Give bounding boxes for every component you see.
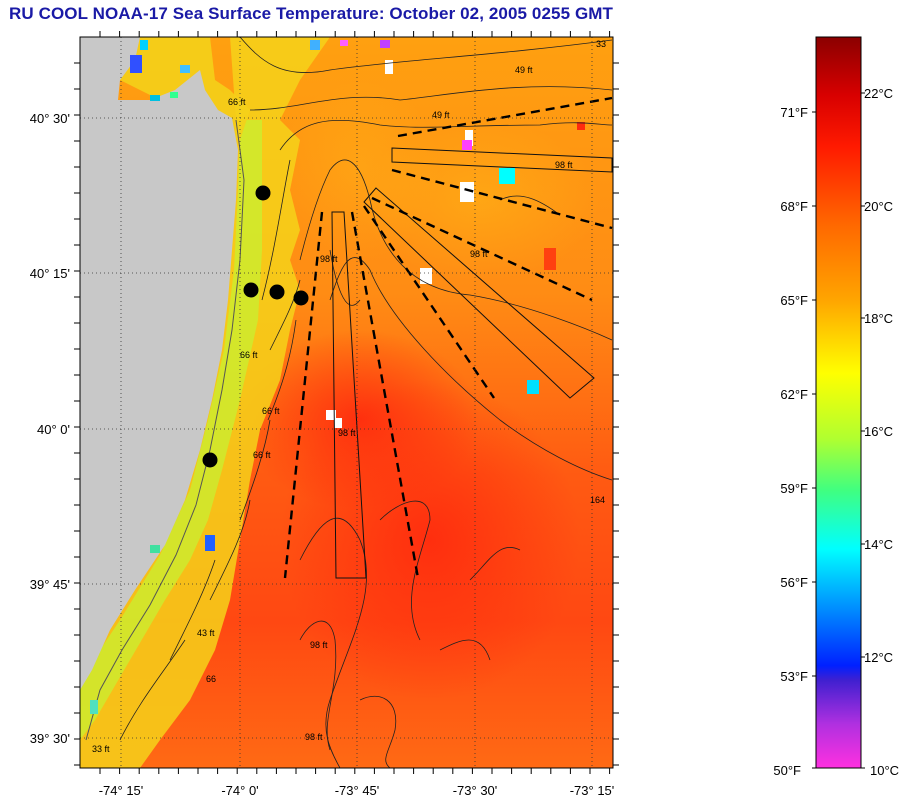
survey-lines	[331, 147, 613, 579]
contour-depth-label: 66 ft	[253, 450, 271, 460]
contour-depth-label: 98 ft	[305, 732, 323, 742]
latitude-labels: 40° 30' 40° 15' 40° 0' 39° 45' 39° 30'	[30, 111, 70, 746]
bathymetry-contours	[119, 37, 613, 768]
lat-tick-label: 39° 45'	[30, 577, 70, 592]
contour-depth-label: 98 ft	[338, 428, 356, 438]
contour-labels: 33 49 ft 66 ft 49 ft 98 ft 98 ft 98 ft 66 ft 66 …	[92, 39, 606, 754]
lat-tick-label: 39° 30'	[30, 731, 70, 746]
colorbar-c-label: 12°C	[864, 650, 893, 665]
colorbar: 71°F 68°F 65°F 62°F 59°F 56°F 53°F 50°F …	[773, 36, 899, 778]
lon-tick-label: -74° 15'	[99, 783, 144, 798]
contour-depth-label: 43 ft	[197, 628, 215, 638]
map-frame	[79, 36, 614, 769]
colorbar-c-label: 14°C	[864, 537, 893, 552]
contour-depth-label: 66 ft	[240, 350, 258, 360]
colorbar-f-label: 68°F	[780, 199, 808, 214]
colorbar-f-label: 65°F	[780, 293, 808, 308]
colorbar-c-label: 10°C	[870, 763, 899, 778]
colorbar-c-label: 22°C	[864, 86, 893, 101]
contour-depth-label: 49 ft	[432, 110, 450, 120]
contour-depth-label: 98 ft	[310, 640, 328, 650]
colorbar-f-label: 59°F	[780, 481, 808, 496]
lat-tick-label: 40° 30'	[30, 111, 70, 126]
colorbar-gradient	[815, 36, 862, 769]
lon-tick-label: -73° 45'	[335, 783, 380, 798]
colorbar-c-label: 18°C	[864, 311, 893, 326]
map-plot-area: 33 49 ft 66 ft 49 ft 98 ft 98 ft 98 ft 66 ft 66 …	[80, 37, 613, 768]
station-marker	[293, 290, 309, 306]
lat-tick-label: 40° 15'	[30, 266, 70, 281]
contour-depth-label: 98 ft	[555, 160, 573, 170]
contour-depth-label: 33 ft	[92, 744, 110, 754]
colorbar-f-label: 53°F	[780, 669, 808, 684]
contour-depth-label: 98 ft	[470, 249, 488, 259]
station-markers	[202, 185, 309, 468]
colorbar-f-label: 50°F	[773, 763, 801, 778]
contour-depth-label: 98 ft	[320, 254, 338, 264]
station-marker	[202, 452, 218, 468]
graticule	[80, 37, 613, 768]
colorbar-f-label: 62°F	[780, 387, 808, 402]
map-title: RU COOL NOAA-17 Sea Surface Temperature:…	[9, 4, 614, 23]
lon-tick-label: -73° 15'	[570, 783, 615, 798]
colorbar-c-label: 20°C	[864, 199, 893, 214]
contour-depth-label: 164	[590, 495, 605, 505]
colorbar-c-label: 16°C	[864, 424, 893, 439]
colorbar-f-label: 71°F	[780, 105, 808, 120]
contour-depth-label: 66 ft	[228, 97, 246, 107]
lon-tick-label: -73° 30'	[453, 783, 498, 798]
contour-depth-label: 49 ft	[515, 65, 533, 75]
contour-depth-label: 66 ft	[262, 406, 280, 416]
lon-tick-label: -74° 0'	[221, 783, 258, 798]
contour-depth-label: 33	[596, 39, 606, 49]
station-marker	[255, 185, 271, 201]
colorbar-f-label: 56°F	[780, 575, 808, 590]
station-marker	[269, 284, 285, 300]
longitude-labels: -74° 15' -74° 0' -73° 45' -73° 30' -73° …	[99, 783, 615, 798]
glider-tracks	[283, 96, 613, 579]
land-new-jersey	[80, 37, 238, 690]
axis-ticks	[74, 31, 619, 774]
contour-depth-label: 66	[206, 674, 216, 684]
station-marker	[243, 282, 259, 298]
lat-tick-label: 40° 0'	[37, 422, 70, 437]
